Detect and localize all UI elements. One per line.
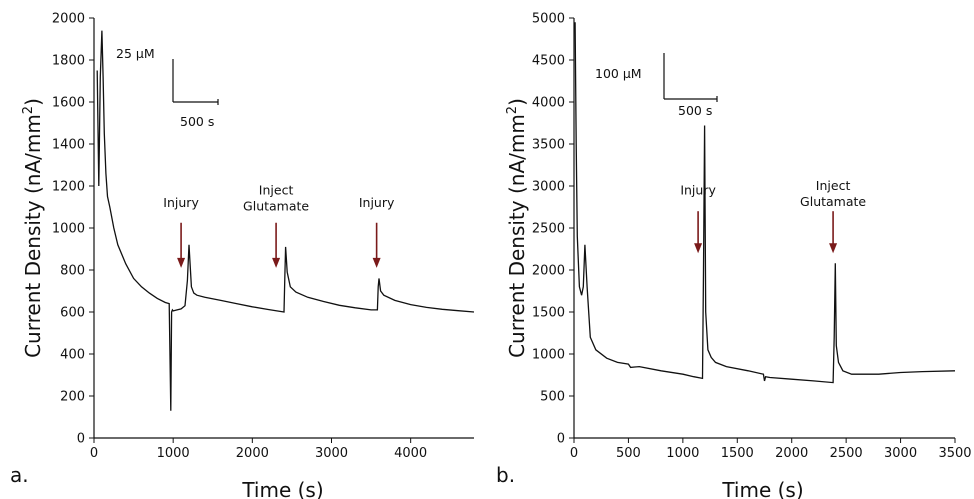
x-tick-label: 1000 — [157, 446, 190, 461]
x-tick-label: 0 — [90, 446, 98, 461]
y-tick-label: 1600 — [52, 96, 85, 111]
panel-b-ylabel-main: Current Density (nA/mm — [505, 114, 529, 358]
y-tick-label: 0 — [557, 432, 565, 447]
x-tick-label: 1500 — [721, 446, 754, 461]
panel-b-scale-y-label: 100 µM — [595, 66, 642, 81]
panel-b-label: b. — [496, 463, 515, 487]
annotation-label: Glutamate — [800, 194, 866, 209]
annotation-arrow-head — [177, 257, 186, 268]
panel-a: a. Time (s) Current Density (nA/mm2) 0 10… — [10, 12, 475, 499]
panel-a-ylabel: Current Density (nA/mm2) — [21, 98, 45, 358]
y-tick-label: 1000 — [52, 222, 85, 237]
annotation-label: Inject — [816, 178, 851, 193]
y-tick-label: 800 — [60, 264, 85, 279]
panel-b-scale-x-label: 500 s — [678, 103, 712, 118]
y-tick-label: 1000 — [532, 348, 565, 363]
annotation-label: Glutamate — [243, 198, 309, 213]
annotation-arrow-head — [829, 243, 838, 254]
panel-b-ticks: 0 500 1000 1500 2000 2500 3000 3500 0 500 1000 1500… — [532, 12, 972, 462]
x-tick-label: 2500 — [830, 446, 863, 461]
y-tick-label: 4000 — [532, 96, 565, 111]
y-tick-label: 2500 — [532, 222, 565, 237]
x-tick-label: 3500 — [938, 446, 971, 461]
panel-a-label: a. — [10, 463, 29, 487]
annotation-arrow-head — [272, 257, 281, 268]
panel-a-series-line — [96, 30, 475, 411]
x-tick-label: 0 — [570, 446, 578, 461]
annotation-arrow-head — [372, 257, 381, 268]
panel-a-scale-y-label: 25 µM — [116, 46, 155, 61]
y-tick-label: 200 — [60, 390, 85, 405]
x-tick-label: 3000 — [315, 446, 348, 461]
y-tick-label: 400 — [60, 348, 85, 363]
annotation-label: Injury — [163, 195, 199, 210]
panel-b-ylabel-close: ) — [505, 98, 529, 106]
y-tick-label: 500 — [540, 390, 565, 405]
panel-b-ylabel: Current Density (nA/mm2) — [505, 98, 529, 358]
annotation-arrow-head — [694, 243, 703, 254]
panel-b-series-line — [574, 22, 956, 384]
y-tick-label: 5000 — [532, 12, 565, 27]
x-tick-label: 3000 — [884, 446, 917, 461]
y-tick-label: 2000 — [532, 264, 565, 279]
y-tick-label: 3500 — [532, 138, 565, 153]
y-tick-label: 0 — [77, 432, 85, 447]
x-tick-label: 2000 — [775, 446, 808, 461]
y-tick-label: 2000 — [52, 12, 85, 27]
annotation-label: Inject — [259, 182, 294, 197]
panel-b: b. Time (s) Current Density (nA/mm2) 0 50… — [496, 12, 972, 499]
y-tick-label: 1200 — [52, 180, 85, 195]
panel-b-ylabel-sup: 2 — [505, 106, 520, 114]
y-tick-label: 1500 — [532, 306, 565, 321]
annotation-label: Injury — [680, 182, 716, 197]
y-tick-label: 1800 — [52, 54, 85, 69]
panel-a-scale-bar: 25 µM 500 s — [116, 46, 219, 129]
panel-a-xlabel: Time (s) — [241, 478, 323, 499]
x-tick-label: 1000 — [666, 446, 699, 461]
y-tick-label: 600 — [60, 306, 85, 321]
x-tick-label: 4000 — [394, 446, 427, 461]
annotation-label: Injury — [359, 195, 395, 210]
x-tick-label: 2000 — [236, 446, 269, 461]
panel-a-ticks: 0 1000 2000 3000 4000 0 200 400 600 800 1000 1200 14… — [52, 12, 427, 462]
panel-a-scale-x-label: 500 s — [180, 114, 214, 129]
panel-b-xlabel: Time (s) — [721, 478, 803, 499]
panel-a-ylabel-main: Current Density (nA/mm — [21, 114, 45, 358]
panel-b-scale-bar: 100 µM 500 s — [595, 53, 718, 118]
x-tick-label: 500 — [616, 446, 641, 461]
y-tick-label: 4500 — [532, 54, 565, 69]
panel-a-ylabel-sup: 2 — [21, 106, 36, 114]
panel-a-ylabel-close: ) — [21, 98, 45, 106]
y-tick-label: 3000 — [532, 180, 565, 195]
y-tick-label: 1400 — [52, 138, 85, 153]
